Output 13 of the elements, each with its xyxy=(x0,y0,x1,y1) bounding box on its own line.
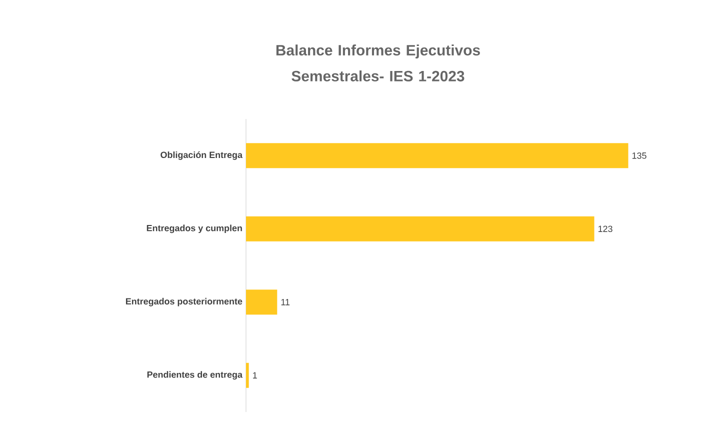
y-tick-label: Obligación Entrega xyxy=(160,151,243,160)
data-label: 135 xyxy=(632,152,646,159)
y-tick-label: Pendientes de entrega xyxy=(147,371,243,380)
data-label: 123 xyxy=(598,226,612,232)
bar xyxy=(246,290,278,315)
data-label: 1 xyxy=(253,372,257,378)
bar xyxy=(246,216,594,242)
data-label: 11 xyxy=(281,299,290,306)
bar xyxy=(246,143,628,168)
y-tick-label: Entregados y cumplen xyxy=(146,224,242,234)
chart-title: Balance Informes Ejecutivos Semestrales- IES 1-2023 xyxy=(276,44,480,82)
y-tick-label: Entregados posteriormente xyxy=(126,298,242,306)
bar xyxy=(246,362,249,388)
